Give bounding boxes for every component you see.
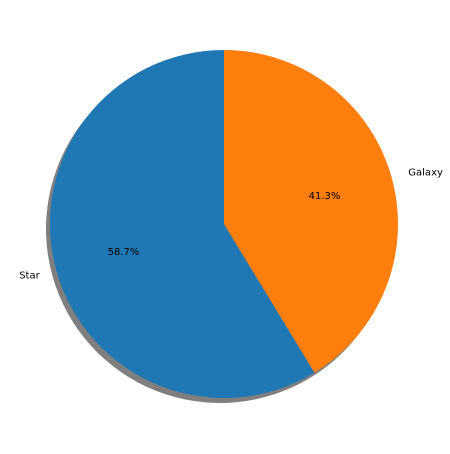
slice-percent-star: 58.7% bbox=[108, 247, 140, 258]
slice-label-galaxy: Galaxy bbox=[408, 167, 443, 178]
slice-label-star: Star bbox=[19, 271, 40, 282]
pie-slice-galaxy bbox=[224, 50, 398, 373]
pie-slice-star bbox=[49, 50, 315, 399]
slice-percent-galaxy: 41.3% bbox=[309, 191, 341, 202]
